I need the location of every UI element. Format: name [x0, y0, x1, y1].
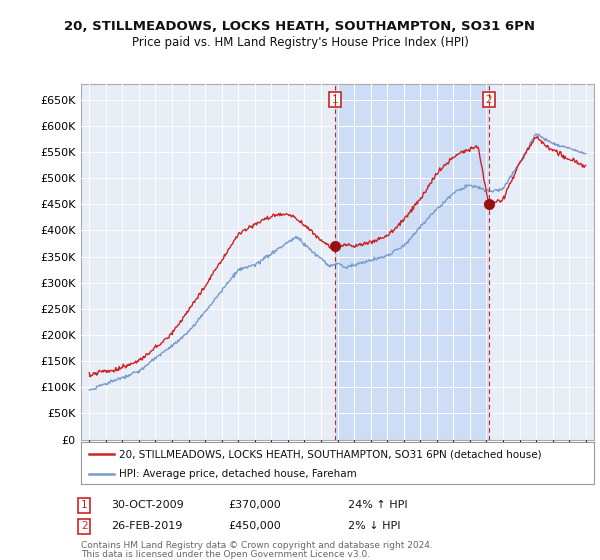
- Text: 2: 2: [81, 521, 88, 531]
- Text: This data is licensed under the Open Government Licence v3.0.: This data is licensed under the Open Gov…: [81, 550, 370, 559]
- Text: 1: 1: [331, 95, 338, 105]
- Text: 24% ↑ HPI: 24% ↑ HPI: [348, 500, 407, 510]
- Text: 30-OCT-2009: 30-OCT-2009: [111, 500, 184, 510]
- Text: £450,000: £450,000: [228, 521, 281, 531]
- Text: £370,000: £370,000: [228, 500, 281, 510]
- Text: 26-FEB-2019: 26-FEB-2019: [111, 521, 182, 531]
- Bar: [335, 84, 489, 440]
- Text: 2: 2: [485, 95, 492, 105]
- Text: 1: 1: [81, 500, 88, 510]
- Text: HPI: Average price, detached house, Fareham: HPI: Average price, detached house, Fare…: [119, 469, 357, 479]
- Text: Contains HM Land Registry data © Crown copyright and database right 2024.: Contains HM Land Registry data © Crown c…: [81, 542, 433, 550]
- Text: 20, STILLMEADOWS, LOCKS HEATH, SOUTHAMPTON, SO31 6PN (detached house): 20, STILLMEADOWS, LOCKS HEATH, SOUTHAMPT…: [119, 449, 542, 459]
- Text: 20, STILLMEADOWS, LOCKS HEATH, SOUTHAMPTON, SO31 6PN: 20, STILLMEADOWS, LOCKS HEATH, SOUTHAMPT…: [65, 20, 536, 32]
- Text: Price paid vs. HM Land Registry's House Price Index (HPI): Price paid vs. HM Land Registry's House …: [131, 36, 469, 49]
- Text: 2% ↓ HPI: 2% ↓ HPI: [348, 521, 401, 531]
